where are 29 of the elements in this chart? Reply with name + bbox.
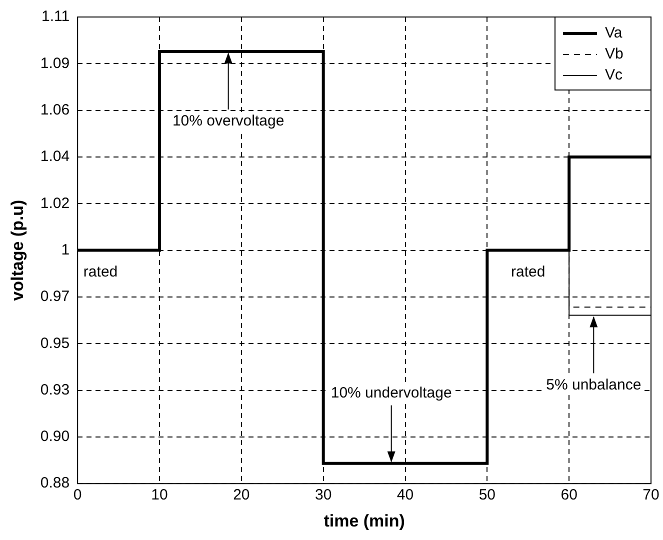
legend-label: Vc <box>605 66 624 84</box>
annotation: rated <box>511 263 546 280</box>
annotation: 10% undervoltage <box>330 384 452 402</box>
y-tick-label: 1.02 <box>40 194 70 212</box>
y-tick-label: 1.09 <box>40 54 70 72</box>
annotation: 5% unbalance <box>546 376 642 394</box>
y-tick-label: 0.93 <box>40 381 70 398</box>
x-tick-label: 10 <box>151 486 168 504</box>
y-tick-label: 1.04 <box>40 148 70 166</box>
x-tick-label: 60 <box>560 486 578 504</box>
x-tick-label: 40 <box>396 486 414 504</box>
legend-label: Va <box>605 24 623 42</box>
y-axis-title: voltage (p.u) <box>8 200 27 301</box>
legend-label: Vb <box>605 46 624 63</box>
y-tick-label: 0.95 <box>40 334 70 352</box>
y-tick-label: 0.90 <box>40 428 70 446</box>
y-tick-label: 1.06 <box>40 101 70 118</box>
y-tick-label: 0.88 <box>40 474 70 492</box>
y-tick-label: 1.11 <box>42 8 70 26</box>
x-tick-label: 30 <box>314 486 332 504</box>
y-tick-label: 0.97 <box>40 288 70 306</box>
x-tick-label: 0 <box>73 486 82 504</box>
annotation: rated <box>83 263 118 280</box>
x-tick-label: 20 <box>233 486 250 504</box>
x-tick-label: 70 <box>642 486 660 504</box>
x-tick-label: 50 <box>478 486 496 504</box>
y-tick-label: 1 <box>61 241 70 258</box>
annotation: 10% overvoltage <box>172 112 284 130</box>
x-axis-title: time (min) <box>324 511 405 530</box>
